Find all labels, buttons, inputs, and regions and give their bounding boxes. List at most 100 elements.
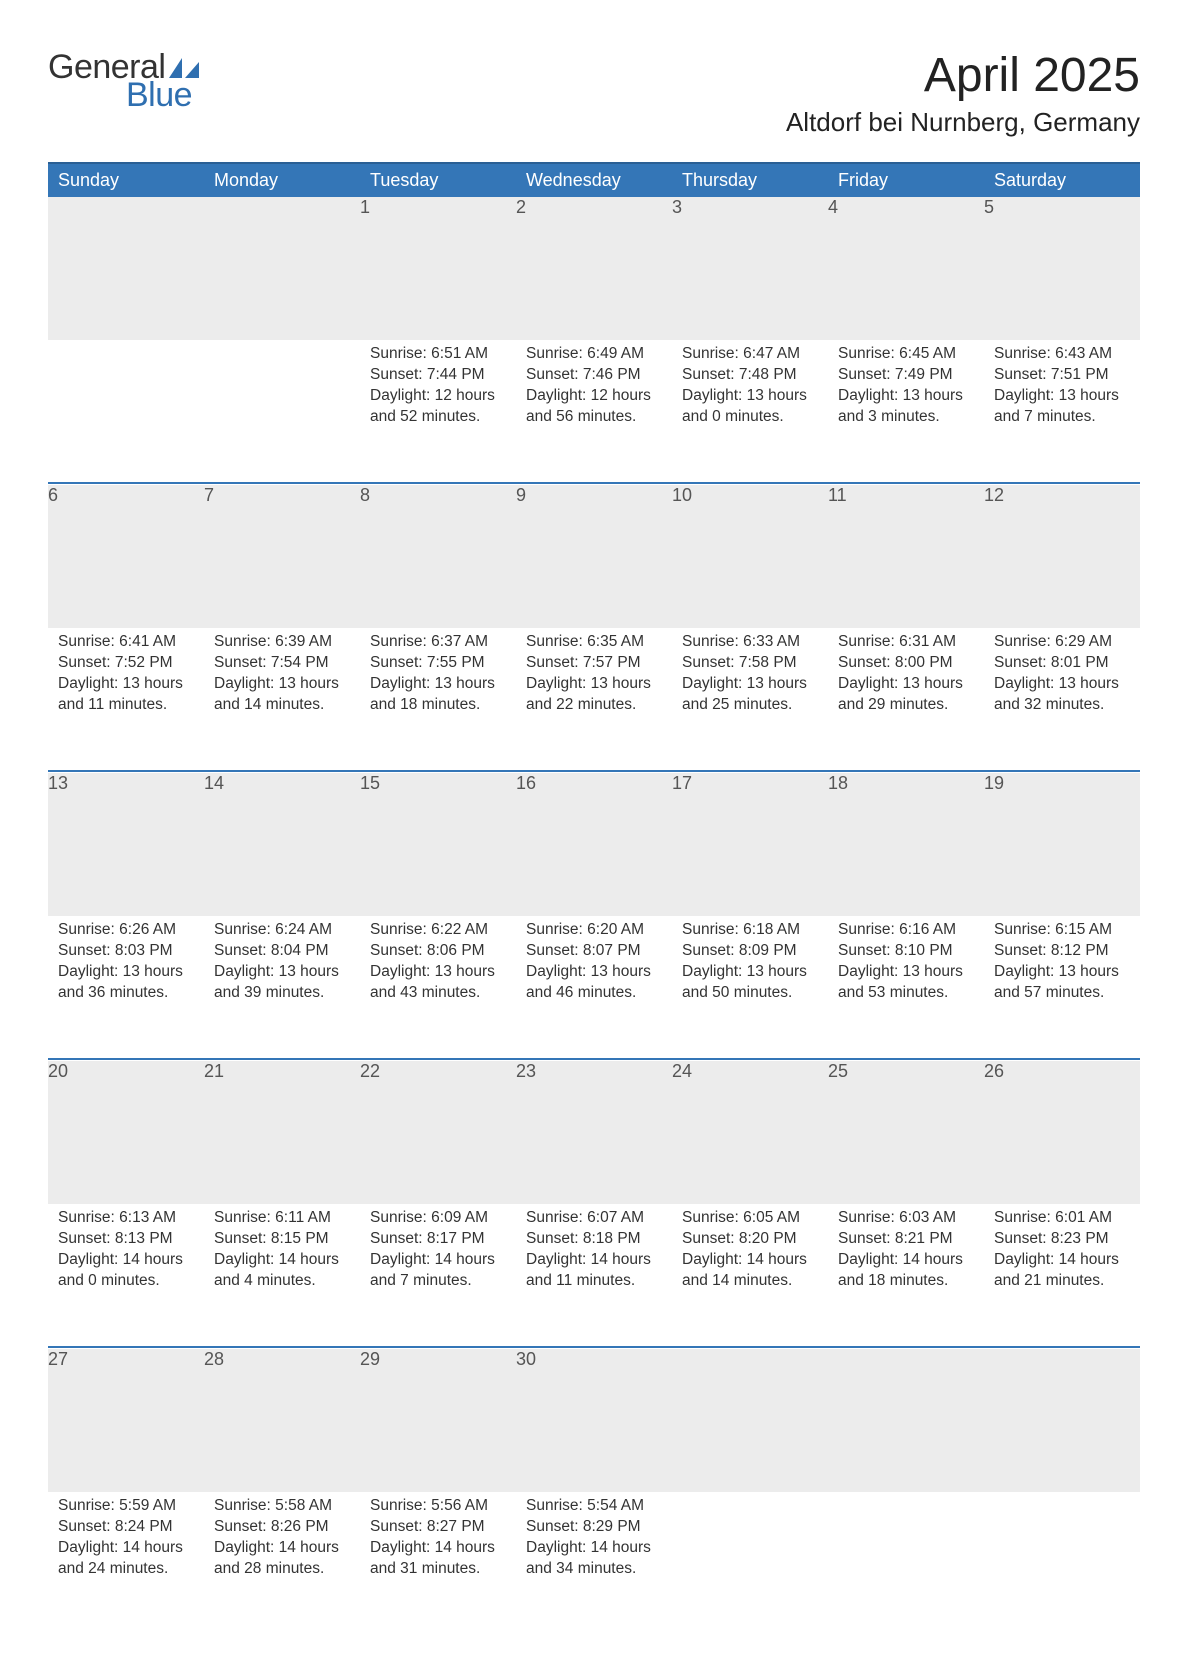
sunset-line: Sunset: 8:07 PM	[526, 941, 662, 962]
location: Altdorf bei Nurnberg, Germany	[786, 107, 1140, 138]
day-cell: Sunrise: 6:51 AMSunset: 7:44 PMDaylight:…	[360, 340, 516, 483]
day-cell-body: Sunrise: 6:09 AMSunset: 8:17 PMDaylight:…	[360, 1204, 516, 1302]
day-number: 25	[828, 1061, 984, 1204]
daylight-line: Daylight: 14 hours	[58, 1250, 194, 1271]
daylight-line2: and 46 minutes.	[526, 983, 662, 1004]
daylight-line2: and 50 minutes.	[682, 983, 818, 1004]
week-row: Sunrise: 6:13 AMSunset: 8:13 PMDaylight:…	[48, 1204, 1140, 1347]
sunrise-line: Sunrise: 6:41 AM	[58, 632, 194, 653]
day-cell-body: Sunrise: 6:18 AMSunset: 8:09 PMDaylight:…	[672, 916, 828, 1014]
sunrise-line: Sunrise: 6:37 AM	[370, 632, 506, 653]
daylight-line: Daylight: 13 hours	[370, 674, 506, 695]
sunset-line: Sunset: 7:51 PM	[994, 365, 1130, 386]
daylight-line: Daylight: 14 hours	[370, 1538, 506, 1559]
day-cell: Sunrise: 6:03 AMSunset: 8:21 PMDaylight:…	[828, 1204, 984, 1347]
daylight-line2: and 11 minutes.	[526, 1271, 662, 1292]
sunset-line: Sunset: 7:48 PM	[682, 365, 818, 386]
daynum-row: 6789101112	[48, 485, 1140, 628]
daylight-line2: and 32 minutes.	[994, 695, 1130, 716]
day-cell: Sunrise: 5:54 AMSunset: 8:29 PMDaylight:…	[516, 1492, 672, 1635]
daylight-line2: and 28 minutes.	[214, 1559, 350, 1580]
day-cell-body: Sunrise: 5:54 AMSunset: 8:29 PMDaylight:…	[516, 1492, 672, 1590]
daylight-line2: and 0 minutes.	[682, 407, 818, 428]
day-number: 17	[672, 773, 828, 916]
day-cell: Sunrise: 6:15 AMSunset: 8:12 PMDaylight:…	[984, 916, 1140, 1059]
sunset-line: Sunset: 8:29 PM	[526, 1517, 662, 1538]
daylight-line: Daylight: 14 hours	[838, 1250, 974, 1271]
calendar-table: SundayMondayTuesdayWednesdayThursdayFrid…	[48, 162, 1140, 1635]
daylight-line: Daylight: 13 hours	[994, 962, 1130, 983]
day-cell-body: Sunrise: 6:29 AMSunset: 8:01 PMDaylight:…	[984, 628, 1140, 726]
sunrise-line: Sunrise: 5:58 AM	[214, 1496, 350, 1517]
sunset-line: Sunset: 7:54 PM	[214, 653, 350, 674]
day-number: 12	[984, 485, 1140, 628]
sunrise-line: Sunrise: 5:54 AM	[526, 1496, 662, 1517]
daylight-line: Daylight: 13 hours	[838, 962, 974, 983]
day-cell-body: Sunrise: 5:56 AMSunset: 8:27 PMDaylight:…	[360, 1492, 516, 1590]
logo-word-blue: Blue	[126, 78, 192, 112]
day-cell-body: Sunrise: 6:49 AMSunset: 7:46 PMDaylight:…	[516, 340, 672, 438]
sunrise-line: Sunrise: 6:24 AM	[214, 920, 350, 941]
sunset-line: Sunset: 8:15 PM	[214, 1229, 350, 1250]
sunset-line: Sunset: 8:21 PM	[838, 1229, 974, 1250]
day-cell-body: Sunrise: 5:59 AMSunset: 8:24 PMDaylight:…	[48, 1492, 204, 1590]
sunset-line: Sunset: 8:06 PM	[370, 941, 506, 962]
daylight-line2: and 7 minutes.	[370, 1271, 506, 1292]
sunrise-line: Sunrise: 6:05 AM	[682, 1208, 818, 1229]
daylight-line2: and 14 minutes.	[682, 1271, 818, 1292]
day-number: 7	[204, 485, 360, 628]
day-number	[828, 1349, 984, 1492]
sunset-line: Sunset: 8:03 PM	[58, 941, 194, 962]
sunset-line: Sunset: 7:58 PM	[682, 653, 818, 674]
day-cell-body: Sunrise: 6:24 AMSunset: 8:04 PMDaylight:…	[204, 916, 360, 1014]
month-title: April 2025	[786, 50, 1140, 103]
week-row: Sunrise: 6:51 AMSunset: 7:44 PMDaylight:…	[48, 340, 1140, 483]
daylight-line2: and 31 minutes.	[370, 1559, 506, 1580]
sunrise-line: Sunrise: 6:15 AM	[994, 920, 1130, 941]
sunrise-line: Sunrise: 6:20 AM	[526, 920, 662, 941]
day-cell: Sunrise: 6:37 AMSunset: 7:55 PMDaylight:…	[360, 628, 516, 771]
day-cell: Sunrise: 6:29 AMSunset: 8:01 PMDaylight:…	[984, 628, 1140, 771]
sunset-line: Sunset: 8:18 PM	[526, 1229, 662, 1250]
day-cell: Sunrise: 6:31 AMSunset: 8:00 PMDaylight:…	[828, 628, 984, 771]
sunrise-line: Sunrise: 6:33 AM	[682, 632, 818, 653]
daylight-line2: and 43 minutes.	[370, 983, 506, 1004]
day-number: 10	[672, 485, 828, 628]
calendar-body: 12345Sunrise: 6:51 AMSunset: 7:44 PMDayl…	[48, 197, 1140, 1635]
daylight-line: Daylight: 13 hours	[214, 962, 350, 983]
day-number	[672, 1349, 828, 1492]
day-cell: Sunrise: 6:05 AMSunset: 8:20 PMDaylight:…	[672, 1204, 828, 1347]
day-number: 2	[516, 197, 672, 340]
day-cell	[48, 340, 204, 483]
day-cell: Sunrise: 6:49 AMSunset: 7:46 PMDaylight:…	[516, 340, 672, 483]
day-cell-body: Sunrise: 6:39 AMSunset: 7:54 PMDaylight:…	[204, 628, 360, 726]
daylight-line2: and 0 minutes.	[58, 1271, 194, 1292]
day-cell: Sunrise: 6:01 AMSunset: 8:23 PMDaylight:…	[984, 1204, 1140, 1347]
day-cell-body: Sunrise: 6:01 AMSunset: 8:23 PMDaylight:…	[984, 1204, 1140, 1302]
sunrise-line: Sunrise: 6:26 AM	[58, 920, 194, 941]
sunrise-line: Sunrise: 6:43 AM	[994, 344, 1130, 365]
daylight-line: Daylight: 13 hours	[58, 962, 194, 983]
day-cell-body: Sunrise: 6:05 AMSunset: 8:20 PMDaylight:…	[672, 1204, 828, 1302]
day-cell: Sunrise: 6:13 AMSunset: 8:13 PMDaylight:…	[48, 1204, 204, 1347]
day-cell: Sunrise: 5:59 AMSunset: 8:24 PMDaylight:…	[48, 1492, 204, 1635]
day-cell: Sunrise: 6:26 AMSunset: 8:03 PMDaylight:…	[48, 916, 204, 1059]
sunrise-line: Sunrise: 6:01 AM	[994, 1208, 1130, 1229]
day-number: 9	[516, 485, 672, 628]
sunset-line: Sunset: 7:52 PM	[58, 653, 194, 674]
day-number: 11	[828, 485, 984, 628]
daylight-line: Daylight: 12 hours	[370, 386, 506, 407]
day-number: 1	[360, 197, 516, 340]
day-cell: Sunrise: 6:20 AMSunset: 8:07 PMDaylight:…	[516, 916, 672, 1059]
daylight-line2: and 39 minutes.	[214, 983, 350, 1004]
sunset-line: Sunset: 8:13 PM	[58, 1229, 194, 1250]
daynum-row: 20212223242526	[48, 1061, 1140, 1204]
day-cell-body: Sunrise: 6:47 AMSunset: 7:48 PMDaylight:…	[672, 340, 828, 438]
sunrise-line: Sunrise: 6:35 AM	[526, 632, 662, 653]
day-cell-body: Sunrise: 6:15 AMSunset: 8:12 PMDaylight:…	[984, 916, 1140, 1014]
daynum-row: 12345	[48, 197, 1140, 340]
day-cell: Sunrise: 6:45 AMSunset: 7:49 PMDaylight:…	[828, 340, 984, 483]
day-cell: Sunrise: 5:58 AMSunset: 8:26 PMDaylight:…	[204, 1492, 360, 1635]
daylight-line: Daylight: 14 hours	[526, 1538, 662, 1559]
daylight-line2: and 56 minutes.	[526, 407, 662, 428]
